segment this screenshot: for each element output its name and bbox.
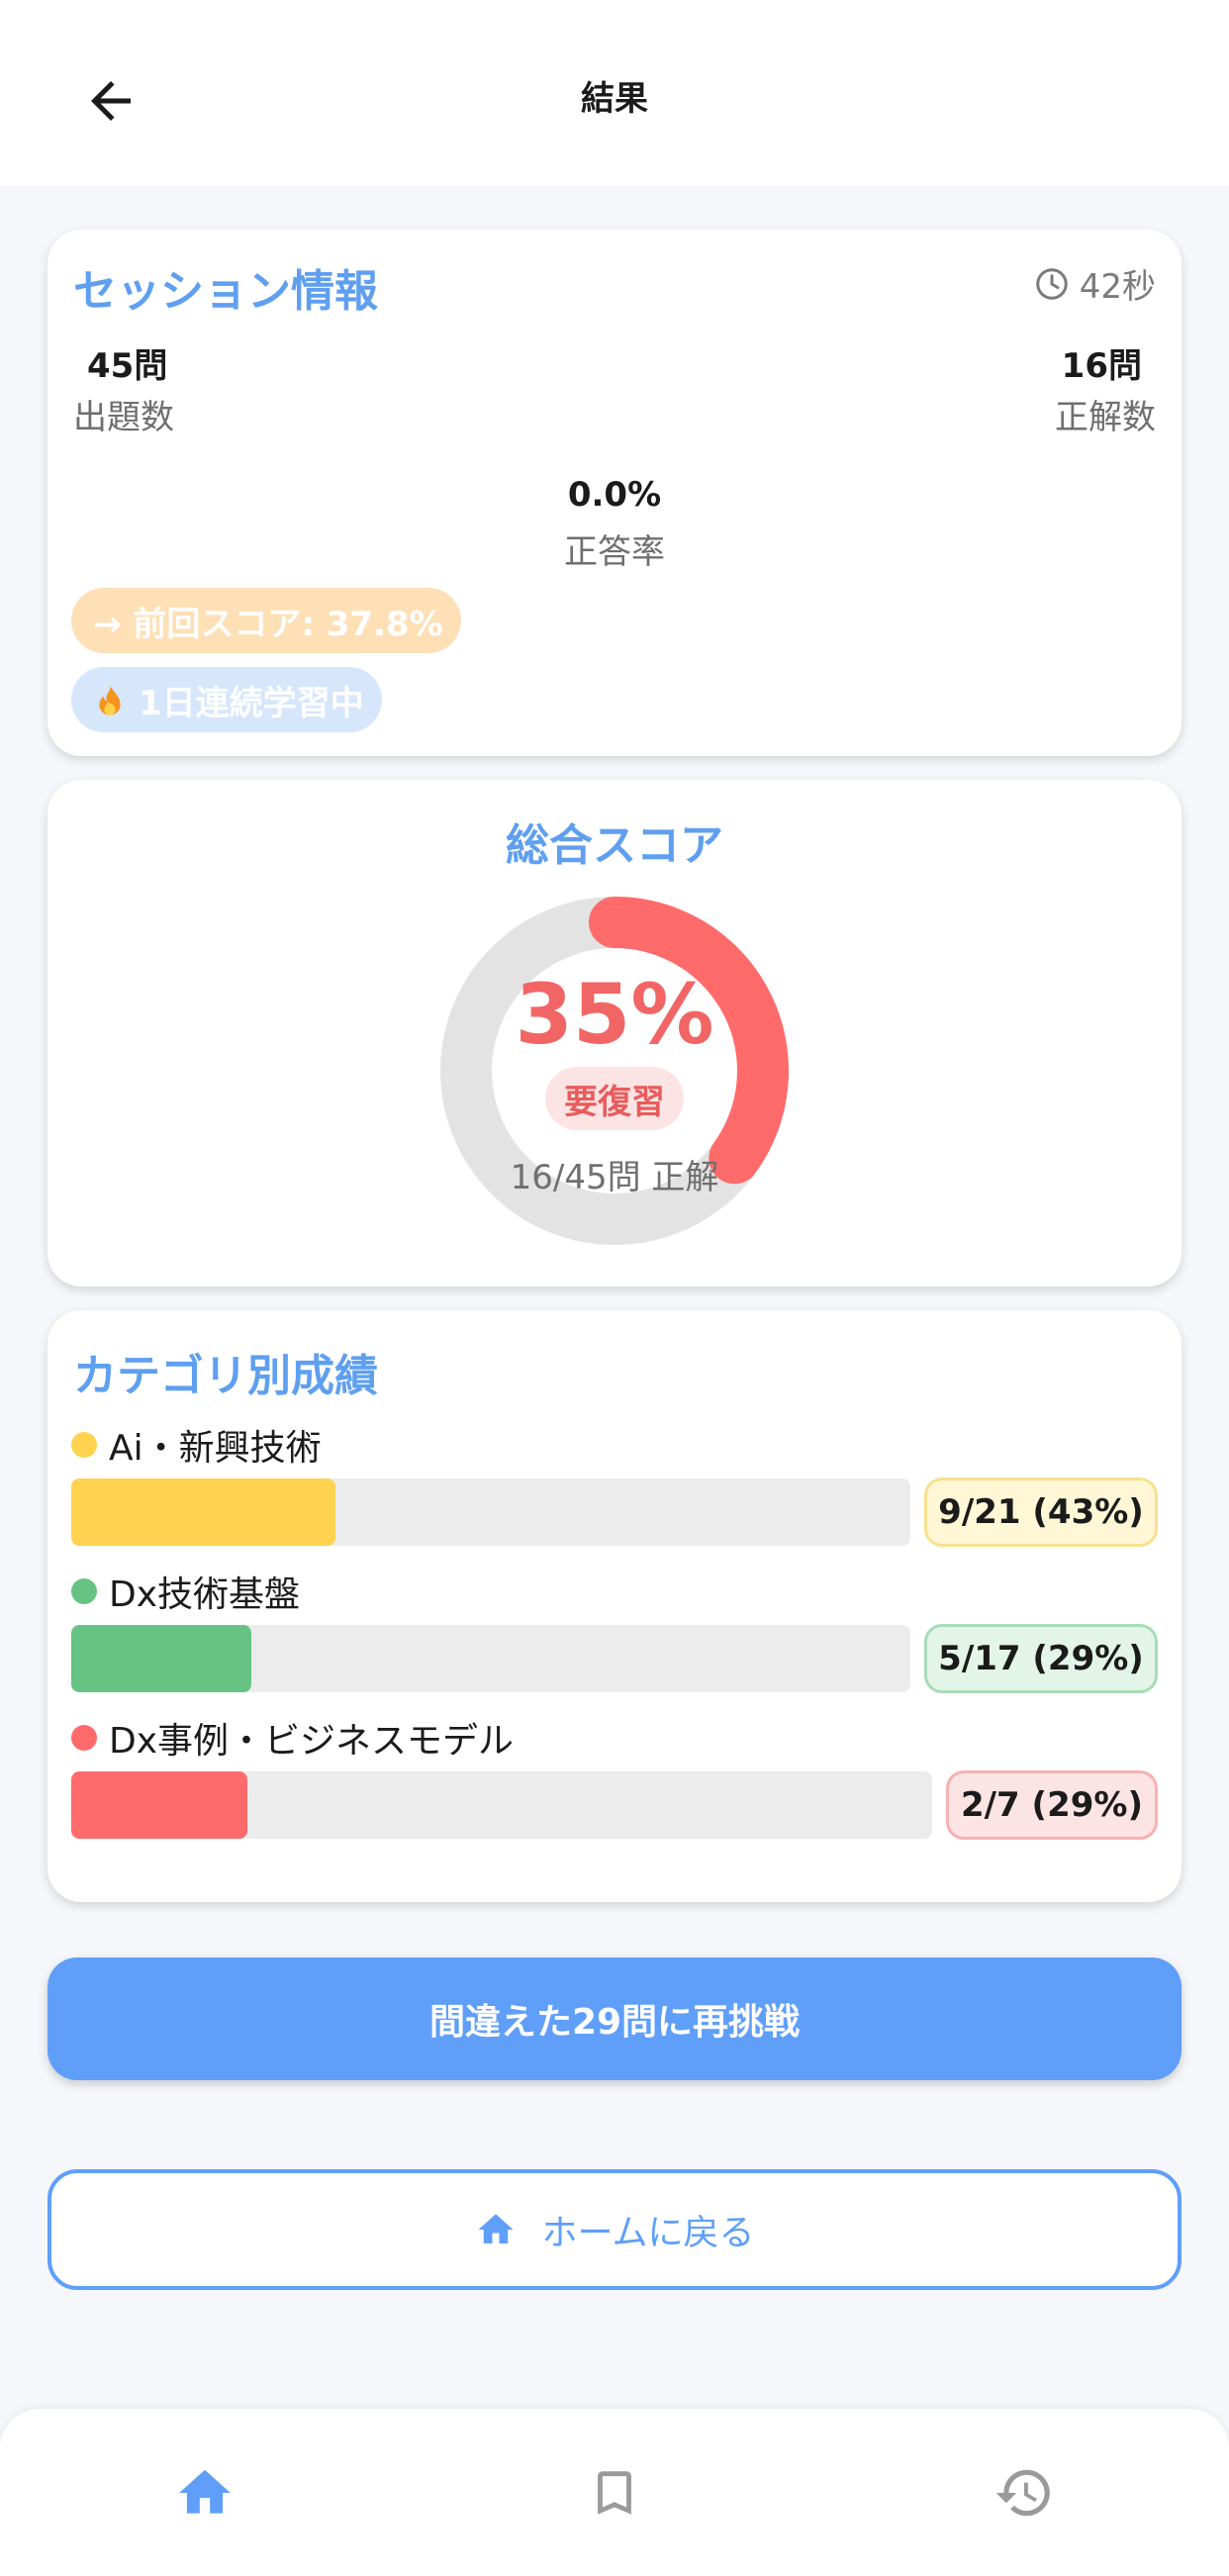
category-label: Dx事例・ビジネスモデル <box>71 1712 514 1764</box>
nav-history[interactable] <box>990 2458 1059 2528</box>
session-time-value: 42秒 <box>1079 267 1156 307</box>
category-bar-track <box>71 1771 932 1839</box>
back-button[interactable] <box>69 59 152 143</box>
category-score: 5/17 (29%) <box>938 1639 1144 1678</box>
back-to-home-button[interactable]: ホームに戻る <box>47 2169 1182 2290</box>
bookmark-icon <box>598 2471 631 2515</box>
category-label: Dx技術基盤 <box>71 1566 300 1617</box>
previous-score-text: → 前回スコア: 37.8% <box>93 604 443 644</box>
category-label: Ai・新興技術 <box>71 1419 322 1471</box>
app-bar: 結果 <box>0 0 1229 186</box>
home-icon <box>478 2214 514 2243</box>
correct-label: 正解数 <box>1055 398 1156 437</box>
accuracy-value: 0.0% <box>567 475 662 515</box>
donut-progress <box>440 897 789 1245</box>
category-bar-fill <box>71 1479 336 1546</box>
category-bar-track <box>71 1625 910 1692</box>
overall-score-title: 総合スコア <box>506 820 723 871</box>
category-results-card: カテゴリ別成績 Ai・新興技術 9/21 (43%) Dx技術基盤 5/17 (… <box>47 1310 1182 1902</box>
category-dot <box>71 1432 97 1458</box>
review-needed-text: 要復習 <box>564 1082 665 1122</box>
category-bar-fill <box>71 1771 248 1839</box>
category-score-chip: 5/17 (29%) <box>924 1624 1158 1693</box>
previous-score-badge: → 前回スコア: 37.8% <box>71 588 461 653</box>
page-title: 結果 <box>581 79 648 119</box>
category-bar-track <box>71 1479 910 1546</box>
streak-badge: 1日連続学習中 <box>71 667 382 732</box>
review-needed-badge: 要復習 <box>545 1067 684 1130</box>
flame-icon <box>99 685 121 716</box>
category-score-chip: 9/21 (43%) <box>924 1478 1158 1547</box>
clock-icon <box>1035 267 1068 300</box>
category-name: Dx事例・ビジネスモデル <box>109 1721 515 1762</box>
category-score: 9/21 (43%) <box>938 1492 1144 1532</box>
category-dot <box>71 1578 97 1604</box>
category-score: 2/7 (29%) <box>960 1785 1144 1825</box>
questions-label: 出題数 <box>73 398 174 437</box>
retry-button-label: 間違えた29問に再挑戦 <box>428 2002 801 2043</box>
arrow-left-icon <box>91 81 131 121</box>
overall-score-percent: 35% <box>515 966 714 1063</box>
session-time: 42秒 <box>1034 259 1156 308</box>
session-info-title: セッション情報 <box>73 266 378 317</box>
bottom-navigation <box>0 2409 1229 2576</box>
questions-count: 45問 <box>87 346 168 386</box>
home-icon <box>179 2469 231 2514</box>
overall-score-card: 総合スコア 35% 要復習 16/45問 正解 <box>47 780 1182 1287</box>
nav-bookmark[interactable] <box>580 2458 649 2528</box>
history-icon <box>995 2469 1050 2517</box>
category-bar-fill <box>71 1625 252 1692</box>
category-name: Dx技術基盤 <box>109 1574 301 1615</box>
home-button-label: ホームに戻る <box>541 2213 755 2253</box>
category-name: Ai・新興技術 <box>109 1428 322 1469</box>
category-score-chip: 2/7 (29%) <box>946 1770 1158 1840</box>
correct-count: 16問 <box>1061 346 1142 386</box>
category-dot <box>71 1725 97 1751</box>
overall-correct-count: 16/45問 正解 <box>510 1158 719 1197</box>
streak-text: 1日連続学習中 <box>139 683 364 723</box>
accuracy-label: 正答率 <box>564 532 665 572</box>
score-donut-chart <box>440 897 789 1245</box>
nav-home[interactable] <box>170 2458 239 2528</box>
retry-wrong-questions-button[interactable]: 間違えた29問に再挑戦 <box>47 1957 1182 2080</box>
session-info-card: セッション情報 42秒 45問 出題数 16問 正解数 0.0% 正答率 → 前… <box>47 230 1182 756</box>
category-results-title: カテゴリ別成績 <box>73 1351 378 1401</box>
